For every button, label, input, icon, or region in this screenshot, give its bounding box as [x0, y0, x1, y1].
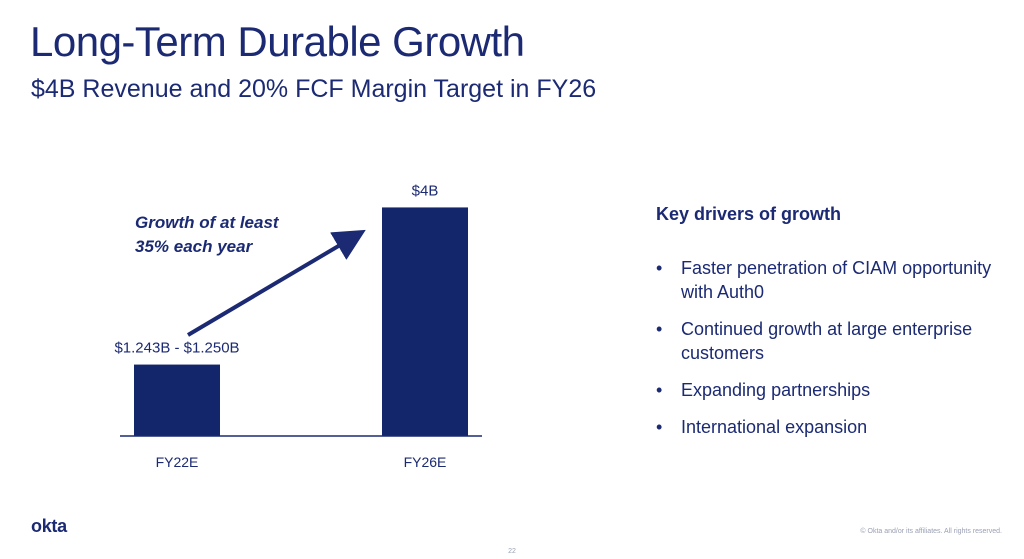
bullet-icon: •	[656, 417, 663, 437]
driver-text: International expansion	[681, 417, 868, 437]
revenue-bar-chart: $1.243B - $1.250B FY22E $4B FY26E Growth of …	[114, 182, 482, 470]
bar-fy22e	[134, 364, 220, 436]
driver-item: • Continued growth at large enterprise cu…	[656, 317, 996, 365]
copyright-notice: © Okta and/or its affiliates. All rights…	[860, 528, 1002, 535]
growth-arrow	[186, 229, 366, 337]
driver-text: Continued growth at large enterprise cus…	[681, 319, 973, 363]
driver-item: • Faster penetration of CIAM opportunity …	[656, 256, 996, 304]
bullet-icon: •	[656, 380, 663, 400]
bullet-icon: •	[656, 319, 663, 339]
growth-annotation-line2: 35% each year	[135, 237, 254, 256]
bar-fy26e	[382, 207, 468, 436]
driver-text: Faster penetration of CIAM opportunity w…	[681, 258, 992, 302]
okta-logo: okta	[31, 516, 67, 536]
page-number: 22	[508, 548, 516, 555]
page-title: Long-Term Durable Growth	[30, 18, 525, 65]
drivers-list: • Faster penetration of CIAM opportunity …	[656, 256, 996, 452]
driver-text: Expanding partnerships	[681, 380, 871, 400]
driver-item: • International expansion	[656, 415, 996, 439]
x-tick-label: FY26E	[404, 454, 447, 470]
drivers-heading: Key drivers of growth	[656, 204, 842, 224]
bar-value-label: $4B	[412, 182, 439, 199]
x-tick-label: FY22E	[156, 454, 199, 470]
growth-annotation-line1: Growth of at least	[135, 213, 280, 232]
driver-item: • Expanding partnerships	[656, 378, 996, 402]
page-subtitle: $4B Revenue and 20% FCF Margin Target in…	[31, 75, 597, 103]
bullet-icon: •	[656, 258, 663, 278]
bar-value-label: $1.243B - $1.250B	[114, 340, 239, 357]
